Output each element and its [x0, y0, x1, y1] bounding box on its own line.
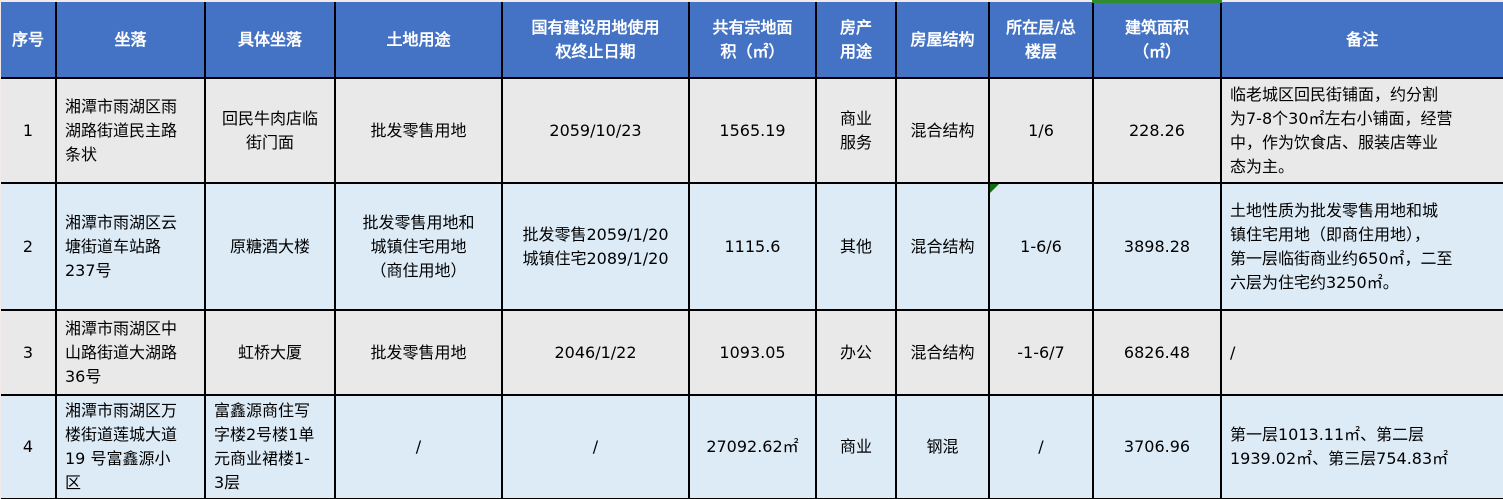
cell-property-use: 商业 — [815, 394, 897, 499]
cell-land-right-end-date: 批发零售2059/1/20 城镇住宅2089/1/20 — [501, 182, 690, 311]
cell-building-area: 228.26 — [1092, 77, 1222, 184]
table-row: 4 湘潭市雨湖区万 楼街道莲城大道 19 号富鑫源小 区富鑫源商住写 字楼2号楼1… — [1, 394, 1503, 499]
cell-remarks: 第一层1013.11㎡、第二层 1939.02㎡、第三层754.83㎡ — [1220, 394, 1503, 499]
cell-floor: -1-6/7 — [988, 309, 1094, 396]
cell-land-use: 批发零售用地 — [334, 77, 503, 184]
cell-parcel-area: 1115.6 — [688, 182, 817, 311]
cell-index: 4 — [1, 394, 57, 499]
cell-index: 2 — [1, 182, 57, 311]
table-row: 3 湘潭市雨湖区中 山路街道大湖路 36号 虹桥大厦 批发零售用地 2046/1/22 1… — [1, 309, 1503, 396]
cell-specific-location: 虹桥大厦 — [204, 309, 336, 396]
column-header-parcel-area: 共有宗地面 积（㎡） — [688, 2, 817, 79]
cell-floor: / — [988, 394, 1094, 499]
cell-floor: 1-6/6 — [988, 182, 1094, 311]
cell-property-use: 商业 服务 — [815, 77, 897, 184]
cell-location: 湘潭市雨湖区中 山路街道大湖路 36号 — [55, 309, 206, 396]
cell-property-use: 办公 — [815, 309, 897, 396]
cell-building-area: 3706.96 — [1092, 394, 1222, 499]
column-header-land-right-end-date: 国有建设用地使用 权终止日期 — [501, 2, 690, 79]
cell-land-use: 批发零售用地和 城镇住宅用地 （商住用地） — [334, 182, 503, 311]
column-header-land-use: 土地用途 — [334, 2, 503, 79]
cell-land-use: / — [334, 394, 503, 499]
cell-parcel-area: 1093.05 — [688, 309, 817, 396]
column-header-specific-location: 具体坐落 — [204, 2, 336, 79]
cell-specific-location: 富鑫源商住写 字楼2号楼1单 元商业裙楼1- 3层 — [204, 394, 336, 499]
cell-remarks: / — [1220, 309, 1503, 396]
cell-floor: 1/6 — [988, 77, 1094, 184]
column-header-remarks: 备注 — [1220, 2, 1503, 79]
error-indicator-triangle-icon — [991, 185, 999, 193]
column-header-building-area: 建筑面积 （㎡） — [1092, 0, 1222, 79]
cell-property-use: 其他 — [815, 182, 897, 311]
cell-building-area: 6826.48 — [1092, 309, 1222, 396]
cell-land-use: 批发零售用地 — [334, 309, 503, 396]
cell-land-right-end-date: 2059/10/23 — [501, 77, 690, 184]
column-header-building-structure: 房屋结构 — [895, 2, 990, 79]
table-row: 1 湘潭市雨湖区雨 湖路街道民主路 条状 回民牛肉店临 街门面 批发零售用地 2059/… — [1, 77, 1503, 184]
cell-location: 湘潭市雨湖区雨 湖路街道民主路 条状 — [55, 77, 206, 184]
cell-land-right-end-date: / — [501, 394, 690, 499]
cell-building-structure: 混合结构 — [895, 309, 990, 396]
table-row: 2 湘潭市雨湖区云 塘街道车站路 237号 原糖酒大楼 批发零售用地和 城镇住宅用地 … — [1, 182, 1503, 311]
cell-specific-location: 原糖酒大楼 — [204, 182, 336, 311]
cell-building-structure: 混合结构 — [895, 77, 990, 184]
cell-building-structure: 混合结构 — [895, 182, 990, 311]
green-top-marker — [1092, 0, 1222, 3]
cell-index: 1 — [1, 77, 57, 184]
column-header-index: 序号 — [1, 2, 57, 79]
cell-building-structure: 钢混 — [895, 394, 990, 499]
cell-index: 3 — [1, 309, 57, 396]
cell-location: 湘潭市雨湖区云 塘街道车站路 237号 — [55, 182, 206, 311]
cell-location: 湘潭市雨湖区万 楼街道莲城大道 19 号富鑫源小 区 — [55, 394, 206, 499]
column-header-floor: 所在层/总 楼层 — [988, 2, 1094, 79]
cell-parcel-area: 1565.19 — [688, 77, 817, 184]
table-body: 1 湘潭市雨湖区雨 湖路街道民主路 条状 回民牛肉店临 街门面 批发零售用地 2059/… — [1, 77, 1503, 499]
column-header-location: 坐落 — [55, 2, 206, 79]
cell-parcel-area: 27092.62㎡ — [688, 394, 817, 499]
cell-remarks: 土地性质为批发零售用地和城 镇住宅用地（即商住用地）， 第一层临街商业约650㎡… — [1220, 182, 1503, 311]
column-header-property-use: 房产 用途 — [815, 2, 897, 79]
cell-specific-location: 回民牛肉店临 街门面 — [204, 77, 336, 184]
cell-land-right-end-date: 2046/1/22 — [501, 309, 690, 396]
header-row: 序号 坐落 具体坐落 土地用途 国有建设用地使用 权终止日期 共有宗地面 积（㎡） 房产 用… — [1, 0, 1503, 79]
cell-building-area: 3898.28 — [1092, 182, 1222, 311]
cell-remarks: 临老城区回民街铺面，约分割 为7-8个30㎡左右小铺面，经营 中，作为饮食店、服… — [1220, 77, 1503, 184]
